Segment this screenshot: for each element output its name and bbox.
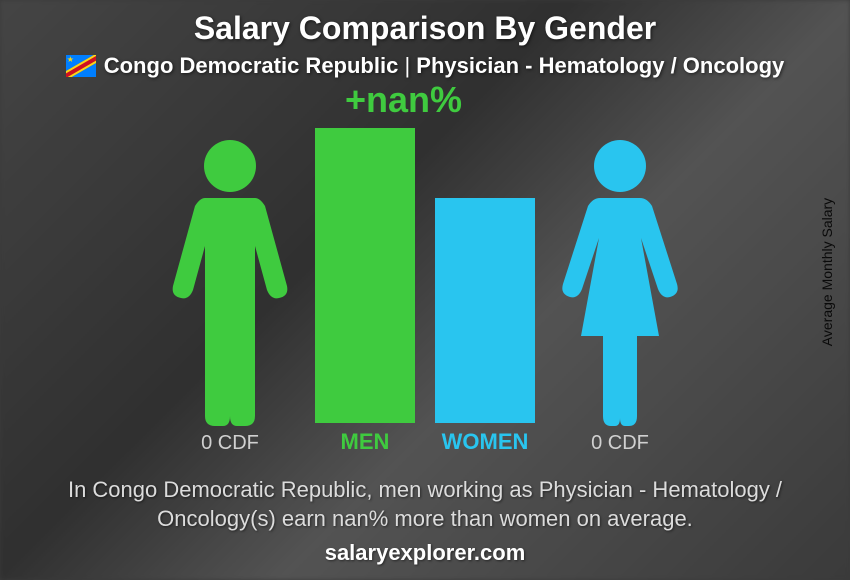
caption-text: In Congo Democratic Republic, men workin… xyxy=(0,465,850,540)
men-bar xyxy=(315,128,415,423)
men-icon-column: 0 CDF xyxy=(165,136,295,455)
subtitle: Congo Democratic Republic | Physician - … xyxy=(104,53,785,79)
men-value: 0 CDF xyxy=(201,432,259,455)
women-bar xyxy=(435,198,535,423)
subtitle-row: ★ Congo Democratic Republic | Physician … xyxy=(0,53,850,79)
women-label: WOMEN xyxy=(442,429,529,455)
women-value: 0 CDF xyxy=(591,432,649,455)
men-bar-column: MEN xyxy=(315,128,415,455)
male-person-icon xyxy=(165,136,295,426)
job-title: Physician - Hematology / Oncology xyxy=(416,53,784,78)
y-axis-label-wrap: Average Monthly Salary xyxy=(812,79,842,465)
men-label: MEN xyxy=(341,429,390,455)
delta-label: +nan% xyxy=(345,79,462,121)
women-icon-column: 0 CDF xyxy=(555,136,685,455)
footer-source: salaryexplorer.com xyxy=(0,540,850,580)
chart-area: +nan% 0 CDF MEN WOMEN xyxy=(0,79,850,465)
page-title: Salary Comparison By Gender xyxy=(0,10,850,47)
country-name: Congo Democratic Republic xyxy=(104,53,399,78)
y-axis-label: Average Monthly Salary xyxy=(819,198,835,346)
drc-flag-icon: ★ xyxy=(66,55,96,77)
women-bar-column: WOMEN xyxy=(435,198,535,455)
separator: | xyxy=(404,53,410,78)
female-person-icon xyxy=(555,136,685,426)
